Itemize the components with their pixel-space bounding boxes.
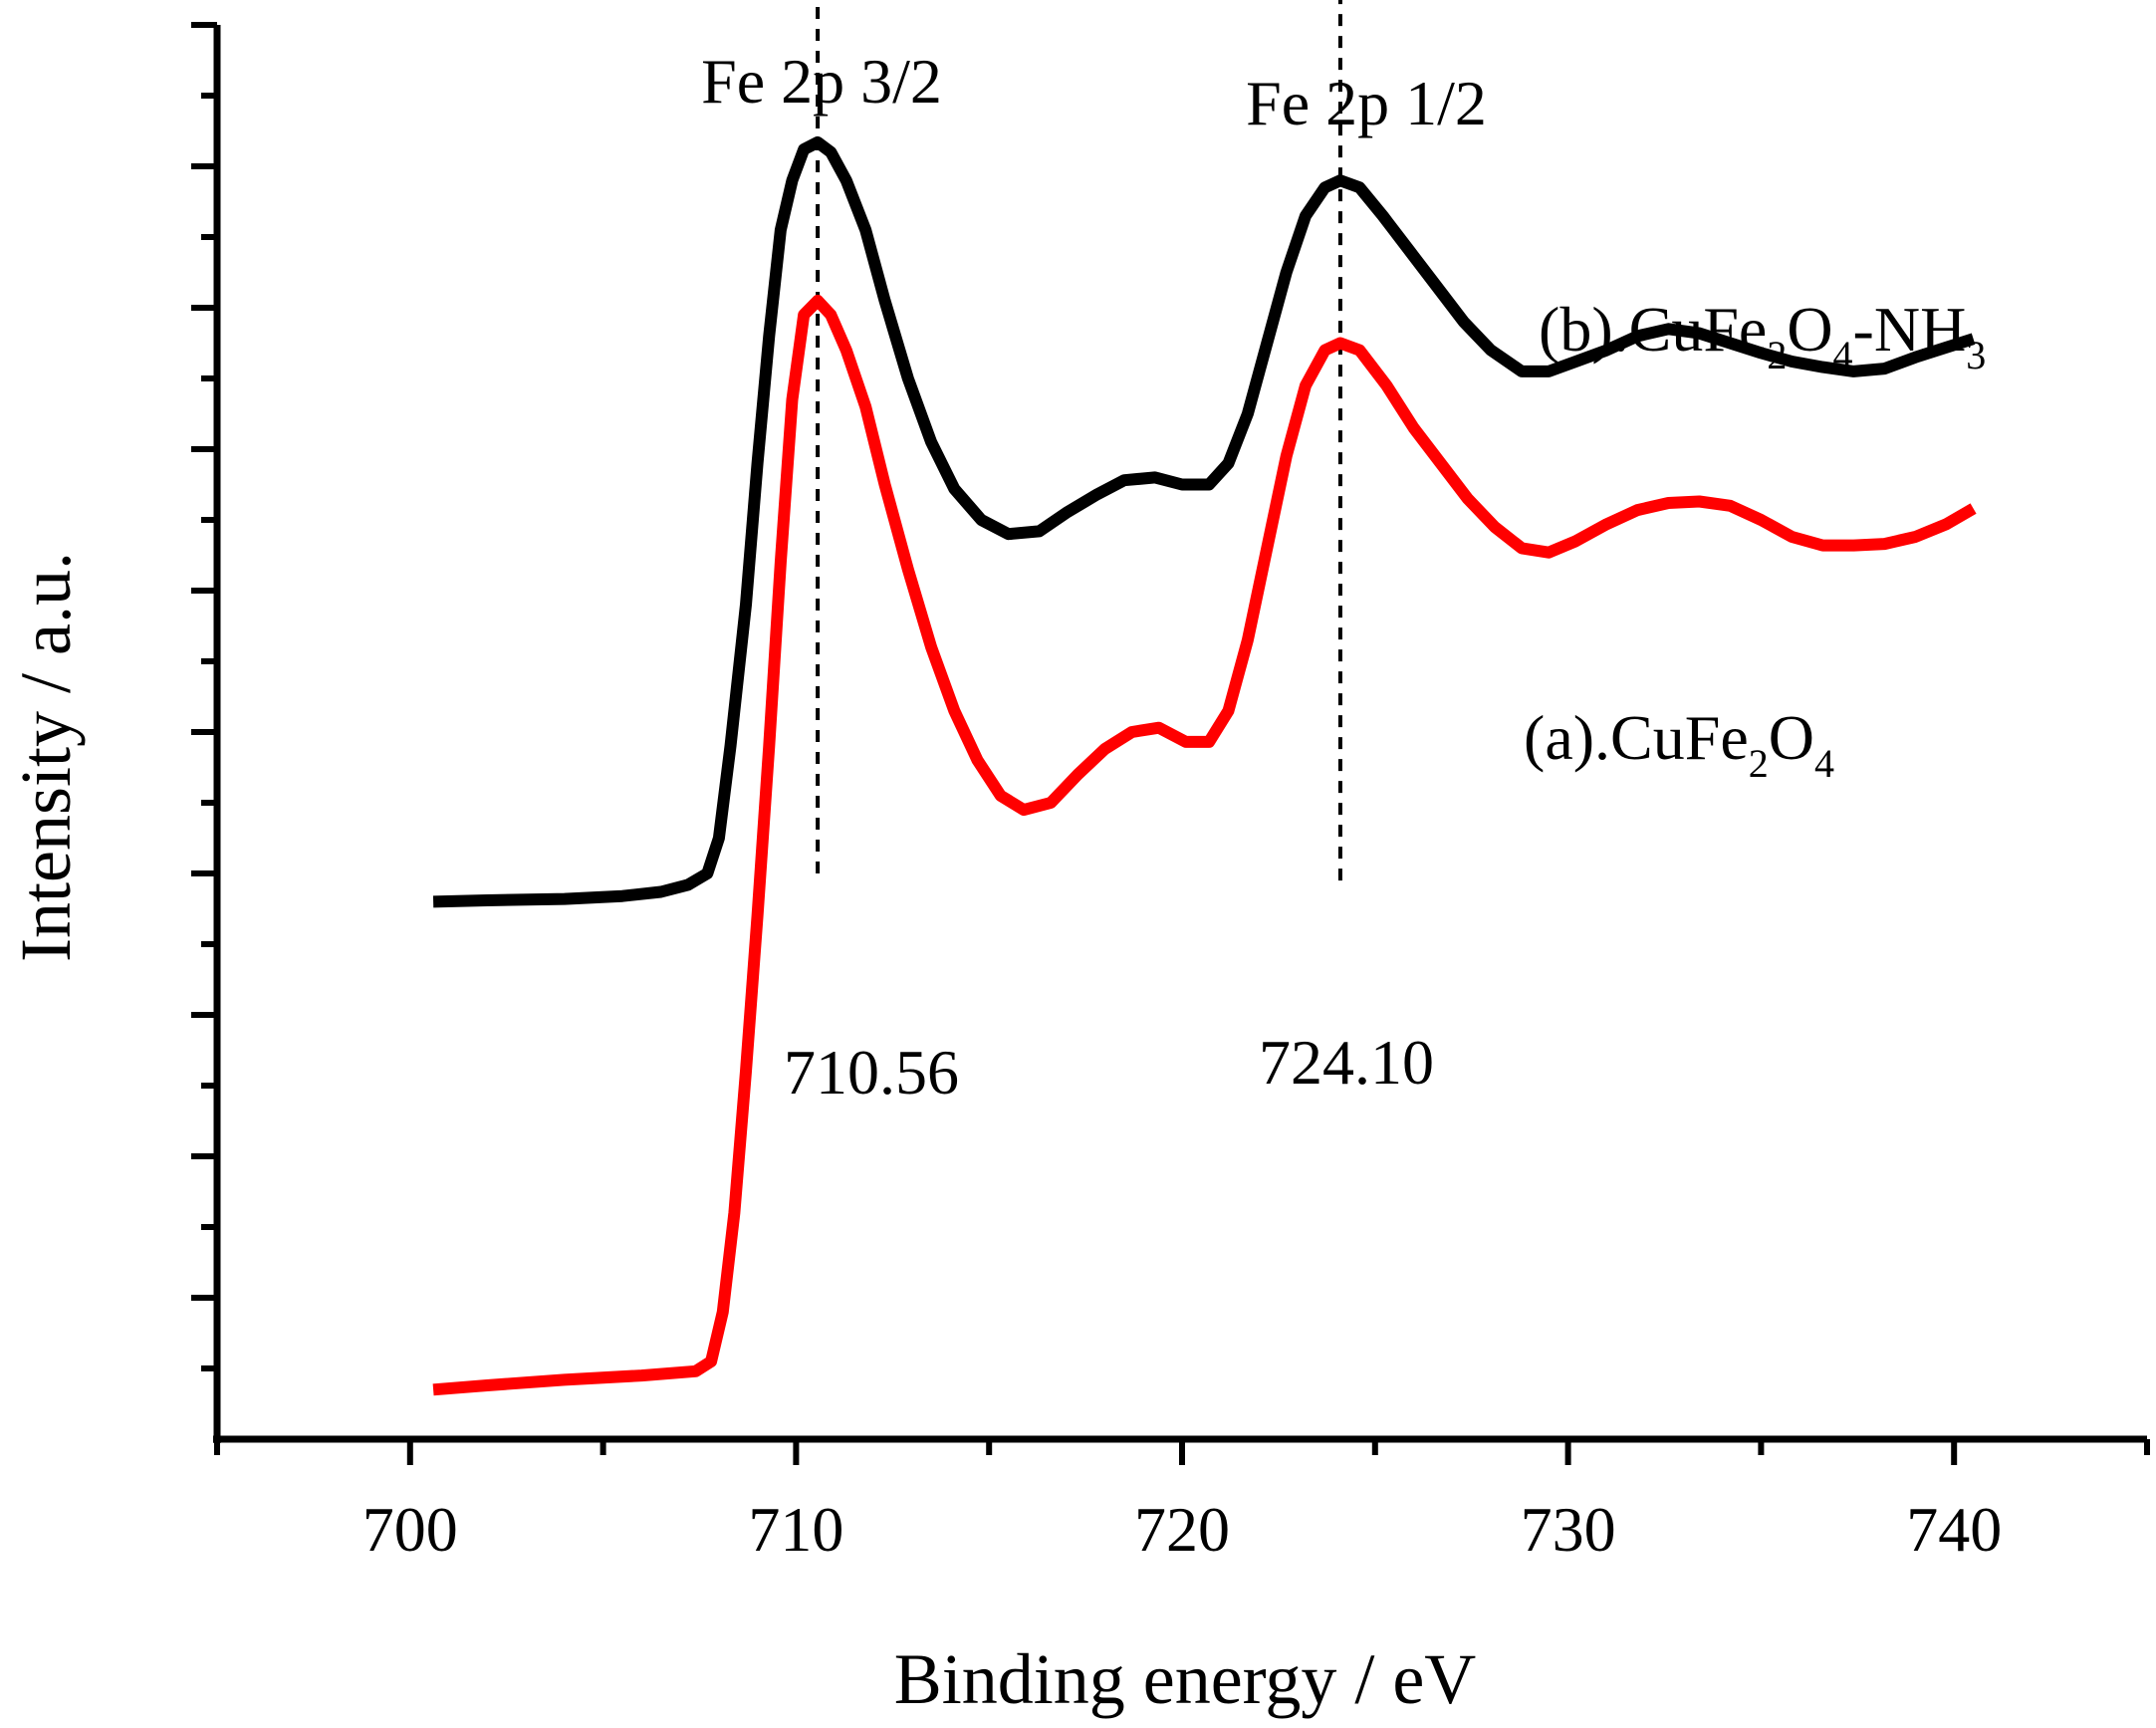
annotation-fe2p32: Fe 2p 3/2 (701, 46, 942, 117)
x-axis-title: Binding energy / eV (894, 1639, 1477, 1719)
series-line-a (432, 294, 1977, 1396)
series-label-b-part3: O (1787, 294, 1832, 365)
peak-label-724: 724.10 (1259, 1027, 1434, 1098)
x-tick-label: 720 (1134, 1494, 1230, 1565)
x-ticks: 700 710 720 730 740 (214, 1439, 2150, 1565)
series-label-b-part1: (b).CuFe (1539, 294, 1767, 365)
series-label-a-sub2: 2 (1749, 741, 1769, 786)
series-line-b (432, 135, 1976, 908)
peak-markers (816, 0, 1342, 881)
series-label-b-sub4: 4 (1833, 333, 1853, 377)
series-label-b-part5: -NH (1853, 294, 1967, 365)
x-tick-label: 740 (1906, 1494, 2002, 1565)
x-tick-label: 730 (1521, 1494, 1616, 1565)
annotation-fe2p12: Fe 2p 1/2 (1246, 68, 1487, 138)
series-label-b: (b).CuFe2O4-NH3 (1539, 294, 1986, 377)
series-label-a-part1: (a).CuFe (1524, 702, 1749, 773)
series-label-b-sub6: 3 (1966, 333, 1986, 377)
series-label-a-sub4: 4 (1814, 741, 1834, 786)
x-tick-label: 700 (362, 1494, 458, 1565)
y-axis-title: Intensity / a.u. (6, 552, 86, 962)
series-label-a-part3: O (1769, 702, 1814, 773)
series-label-b-sub2: 2 (1767, 333, 1787, 377)
y-ticks (191, 22, 217, 1371)
peak-label-710: 710.56 (784, 1037, 959, 1108)
x-tick-label: 710 (748, 1494, 843, 1565)
series-label-a: (a).CuFe2O4 (1524, 702, 1834, 786)
series-lines (432, 135, 1977, 1396)
